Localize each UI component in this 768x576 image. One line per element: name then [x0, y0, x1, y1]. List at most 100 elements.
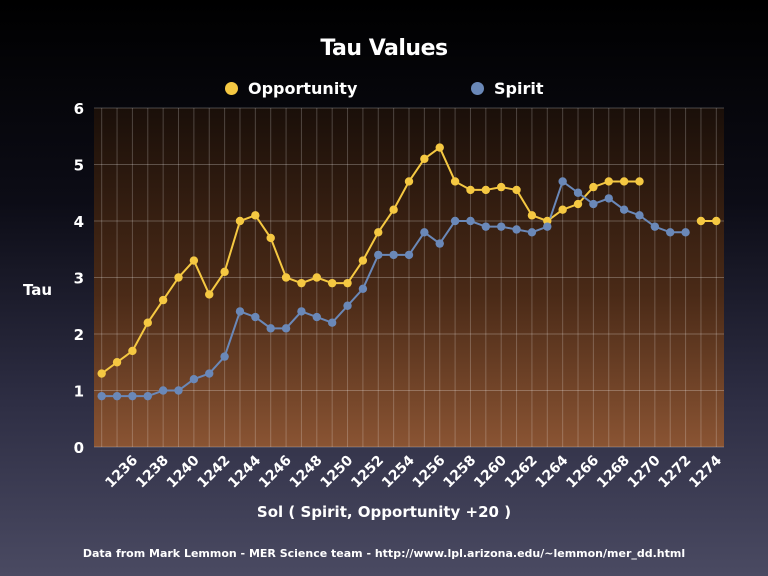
data-point-spirit: [619, 205, 629, 214]
series-points: [97, 143, 721, 401]
data-point-spirit: [650, 222, 660, 231]
x-tick-label: 1254: [379, 452, 418, 491]
x-tick-label: 1256: [410, 453, 449, 492]
data-point-spirit: [143, 391, 152, 401]
data-point-spirit: [235, 307, 245, 316]
data-point-opportunity: [297, 278, 306, 288]
data-point-opportunity: [712, 216, 721, 226]
data-point-spirit: [527, 228, 537, 237]
x-tick-label: 1272: [656, 453, 695, 492]
data-point-spirit: [358, 284, 368, 293]
x-tick-label: 1264: [533, 452, 572, 491]
data-point-spirit: [420, 228, 429, 237]
data-point-spirit: [604, 194, 613, 203]
data-point-opportunity: [97, 369, 106, 378]
x-tick-label: 1252: [348, 453, 387, 492]
legend-label-spirit: Spirit: [494, 79, 544, 98]
data-point-spirit: [174, 386, 183, 395]
x-axis-label: Sol ( Spirit, Opportunity +20 ): [256, 503, 512, 521]
x-tick-label: 1270: [625, 452, 664, 491]
data-point-opportunity: [312, 273, 322, 282]
source-note: Data from Mark Lemmon - MER Science team…: [82, 547, 686, 560]
data-point-opportunity: [128, 346, 137, 356]
data-point-spirit: [496, 222, 506, 231]
data-point-opportunity: [174, 273, 183, 282]
x-tick-label: 1236: [102, 453, 141, 492]
data-point-opportunity: [420, 154, 429, 164]
data-point-opportunity: [435, 143, 444, 152]
data-point-opportunity: [481, 185, 491, 195]
data-point-spirit: [128, 391, 137, 401]
data-point-spirit: [435, 239, 444, 248]
data-point-spirit: [589, 199, 598, 209]
data-point-spirit: [97, 391, 106, 401]
data-point-opportunity: [374, 228, 383, 237]
x-tick-label: 1260: [471, 452, 510, 491]
data-point-opportunity: [604, 177, 613, 186]
data-point-opportunity: [281, 273, 291, 282]
data-point-opportunity: [450, 177, 460, 186]
data-point-spirit: [681, 228, 690, 237]
data-point-spirit: [573, 188, 583, 197]
plot-area: [94, 108, 724, 447]
data-point-spirit: [251, 312, 260, 322]
y-tick-label: 2: [74, 326, 84, 344]
x-tick-label: 1240: [164, 452, 203, 491]
data-point-spirit: [312, 312, 322, 322]
data-point-opportunity: [143, 318, 152, 327]
data-point-spirit: [327, 318, 337, 327]
data-point-opportunity: [189, 256, 199, 265]
data-point-opportunity: [343, 278, 352, 288]
data-point-spirit: [297, 307, 306, 316]
x-tick-label: 1274: [686, 452, 725, 491]
y-tick-label: 1: [74, 383, 84, 401]
data-point-spirit: [466, 216, 475, 226]
data-point-spirit: [220, 352, 229, 361]
x-tick-label: 1246: [256, 453, 295, 492]
data-point-opportunity: [358, 256, 368, 265]
legend-marker-spirit: [471, 82, 484, 95]
data-point-opportunity: [327, 278, 337, 288]
data-point-opportunity: [589, 182, 598, 192]
data-point-opportunity: [558, 205, 567, 214]
x-tick-label: 1244: [225, 452, 264, 491]
data-point-opportunity: [696, 216, 706, 226]
data-point-spirit: [512, 225, 521, 234]
data-point-spirit: [558, 177, 567, 186]
x-tick-label: 1268: [594, 453, 633, 492]
data-point-opportunity: [466, 185, 475, 195]
data-point-opportunity: [527, 211, 537, 220]
y-axis-label: Tau: [23, 281, 53, 299]
data-point-spirit: [450, 216, 460, 226]
data-point-opportunity: [573, 199, 583, 209]
x-tick-label: 1248: [287, 453, 326, 492]
data-point-opportunity: [389, 205, 398, 214]
data-point-spirit: [543, 222, 552, 231]
x-tick-label: 1242: [195, 453, 234, 492]
x-tick-label: 1238: [133, 453, 172, 492]
data-point-opportunity: [619, 177, 629, 186]
y-tick-label: 5: [74, 157, 84, 175]
y-tick-label: 4: [74, 213, 84, 231]
data-point-spirit: [158, 386, 168, 395]
data-point-opportunity: [235, 216, 245, 226]
legend-item-opportunity: Opportunity: [225, 79, 357, 98]
data-point-opportunity: [205, 290, 214, 299]
data-point-opportunity: [635, 177, 644, 186]
x-tick-label: 1262: [502, 453, 541, 492]
grid: [94, 107, 724, 448]
data-point-spirit: [374, 250, 383, 260]
data-point-opportunity: [220, 267, 229, 277]
chart-title: Tau Values: [320, 36, 448, 61]
data-point-spirit: [404, 250, 414, 260]
y-tick-label: 6: [74, 100, 84, 118]
data-point-opportunity: [512, 185, 521, 195]
x-tick-label: 1258: [440, 453, 479, 492]
legend-marker-opportunity: [225, 82, 238, 95]
legend-item-spirit: Spirit: [471, 79, 543, 98]
data-point-spirit: [343, 301, 352, 310]
data-point-spirit: [635, 211, 644, 220]
y-tick-label: 3: [74, 270, 84, 288]
data-point-opportunity: [158, 295, 168, 305]
